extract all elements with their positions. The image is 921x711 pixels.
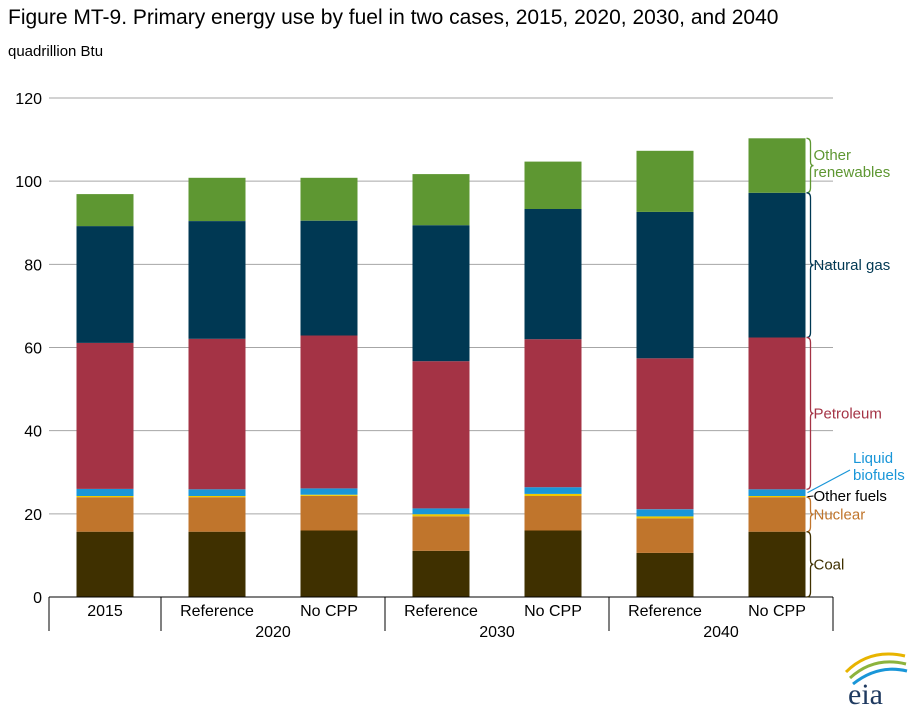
- bar-segment-coal: [300, 530, 358, 597]
- bar-segment-natural-gas: [76, 226, 134, 343]
- bar-segment-other-fuels: [524, 493, 582, 496]
- label-leader: [807, 495, 814, 498]
- bar-segment-coal: [748, 531, 806, 597]
- eia-logo-text: eia: [848, 678, 883, 711]
- y-tick-label: 120: [15, 91, 42, 108]
- bar-segment-other-fuels: [76, 496, 134, 498]
- label-brace: [806, 192, 814, 339]
- bar-segment-natural-gas: [188, 221, 246, 339]
- bar-segment-liquid-biofuels: [524, 487, 582, 494]
- x-axis: 2015 Reference No CPP Reference No CPP Refere…: [48, 596, 834, 641]
- label-brace: [806, 531, 814, 598]
- series-label: Coal: [814, 556, 845, 573]
- bar-segment-other-renewables: [524, 161, 582, 209]
- bar-segment-liquid-biofuels: [188, 489, 246, 496]
- bar-segment-other-fuels: [748, 496, 806, 498]
- series-label: Other: [814, 147, 852, 164]
- y-tick-label: 80: [24, 257, 42, 274]
- bar-segment-other-renewables: [188, 177, 246, 221]
- bar-segment-other-renewables: [412, 174, 470, 226]
- bar-segment-liquid-biofuels: [300, 488, 358, 495]
- y-axis-unit: quadrillion Btu: [8, 43, 104, 60]
- y-axis-ticks: 0 20 40 60 80 100 120: [15, 91, 42, 607]
- y-tick-label: 20: [24, 507, 42, 524]
- x-category-label: No CPP: [748, 603, 806, 620]
- bar-segment-nuclear: [748, 497, 806, 532]
- bar-segment-nuclear: [524, 496, 582, 531]
- bar-segment-natural-gas: [748, 192, 806, 338]
- bar-segment-other-renewables: [300, 177, 358, 221]
- bar-segment-petroleum: [412, 361, 470, 509]
- y-tick-label: 40: [24, 424, 42, 441]
- x-category-label: Reference: [180, 603, 254, 620]
- bar-segment-liquid-biofuels: [748, 489, 806, 496]
- x-category-label: No CPP: [524, 603, 582, 620]
- series-label: Other fuels: [814, 488, 887, 505]
- bar-segment-other-fuels: [300, 494, 358, 496]
- label-brace: [806, 496, 814, 533]
- bar-segment-petroleum: [188, 338, 246, 490]
- bar-segment-nuclear: [412, 516, 470, 551]
- bars: [76, 138, 806, 597]
- bar-segment-nuclear: [76, 497, 134, 532]
- bar-segment-natural-gas: [300, 220, 358, 336]
- series-label: Nuclear: [814, 506, 866, 523]
- bar-segment-coal: [636, 552, 694, 597]
- bar-segment-nuclear: [636, 518, 694, 553]
- label-leader: [807, 469, 851, 494]
- eia-logo-arc-blue: [852, 667, 908, 686]
- x-group-label: 2030: [479, 624, 515, 641]
- series-label: renewables: [814, 164, 891, 181]
- y-tick-label: 100: [15, 174, 42, 191]
- x-category-label: 2015: [87, 603, 123, 620]
- label-brace: [806, 137, 814, 194]
- series-label: Liquid: [853, 450, 893, 467]
- eia-logo-arc-green: [848, 660, 907, 680]
- bar-segment-petroleum: [300, 335, 358, 489]
- bar-segment-coal: [412, 550, 470, 597]
- bar-segment-coal: [524, 530, 582, 597]
- x-category-label: Reference: [404, 603, 478, 620]
- y-tick-label: 60: [24, 341, 42, 358]
- bar-segment-petroleum: [748, 337, 806, 490]
- x-category-label: No CPP: [300, 603, 358, 620]
- bar-segment-other-renewables: [76, 194, 134, 227]
- chart-title: Figure MT-9. Primary energy use by fuel …: [8, 6, 779, 29]
- series-label: biofuels: [853, 467, 905, 484]
- bar-segment-liquid-biofuels: [412, 508, 470, 515]
- bar-segment-natural-gas: [524, 209, 582, 340]
- label-brace: [806, 336, 814, 490]
- series-label: Petroleum: [814, 405, 882, 422]
- y-tick-label: 0: [33, 590, 42, 607]
- bar-segment-natural-gas: [412, 225, 470, 362]
- bar-segment-other-fuels: [412, 514, 470, 517]
- bar-segment-coal: [76, 531, 134, 597]
- bar-segment-nuclear: [300, 496, 358, 531]
- bar-segment-petroleum: [76, 342, 134, 489]
- bar-segment-other-renewables: [636, 150, 694, 212]
- x-category-label: Reference: [628, 603, 702, 620]
- eia-logo: eia: [844, 652, 908, 711]
- eia-logo-arc-yellow: [844, 652, 906, 674]
- bar-segment-natural-gas: [636, 211, 694, 359]
- bar-segment-liquid-biofuels: [76, 488, 134, 496]
- x-group-label: 2040: [703, 624, 739, 641]
- bar-segment-petroleum: [524, 339, 582, 488]
- bar-segment-petroleum: [636, 358, 694, 510]
- bar-segment-coal: [188, 531, 246, 597]
- bar-segment-other-fuels: [636, 516, 694, 519]
- bar-segment-nuclear: [188, 497, 246, 532]
- x-group-label: 2020: [255, 624, 291, 641]
- series-label: Natural gas: [814, 257, 891, 274]
- bar-segment-other-renewables: [748, 138, 806, 193]
- bar-segment-liquid-biofuels: [636, 509, 694, 517]
- bar-segment-other-fuels: [188, 496, 246, 498]
